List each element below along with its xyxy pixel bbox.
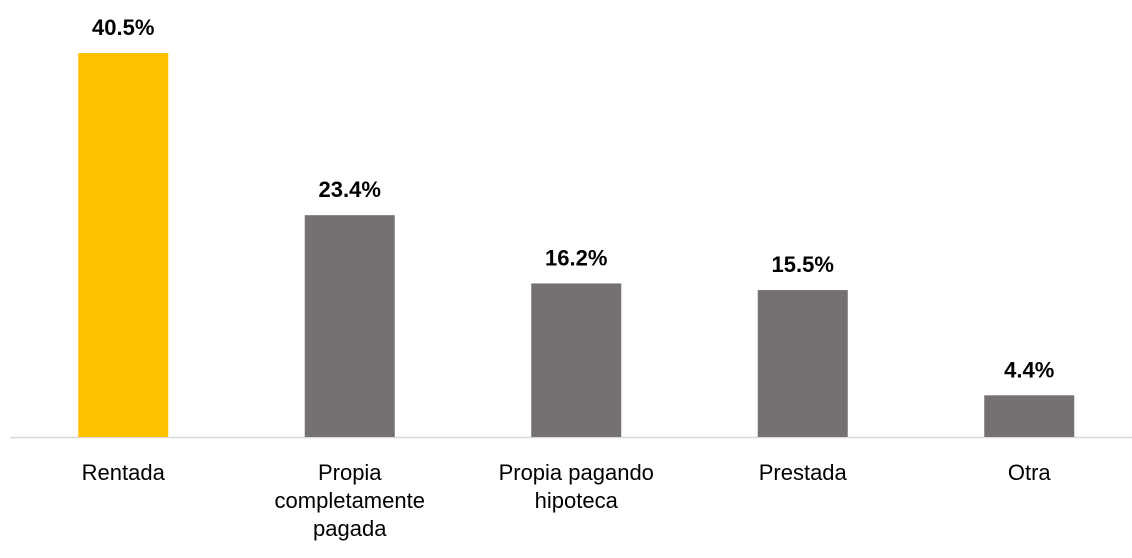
bar (304, 215, 395, 437)
bar (531, 283, 622, 437)
value-label: 4.4% (1004, 357, 1054, 382)
value-label: 23.4% (319, 177, 381, 202)
x-tick-label: Propia pagando hipoteca (498, 460, 654, 513)
bar (757, 290, 848, 437)
bar (984, 395, 1075, 437)
value-label: 40.5% (92, 15, 154, 40)
x-tick-label: Otra (1007, 460, 1051, 485)
value-label: 16.2% (545, 245, 607, 270)
x-tick-label: Rentada (81, 460, 165, 485)
bar (78, 53, 169, 438)
x-tick-label: Propia completamente pagada (274, 460, 425, 541)
x-tick-label: Prestada (758, 460, 847, 485)
value-label: 15.5% (772, 252, 834, 277)
